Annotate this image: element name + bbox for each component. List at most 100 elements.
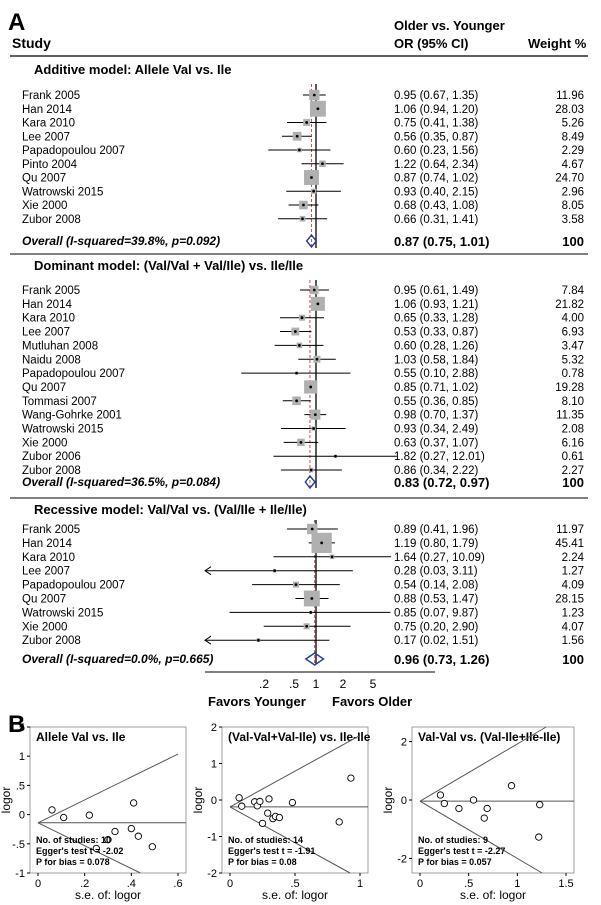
study-label: Lee 2007 [22, 327, 70, 339]
study-point [312, 189, 316, 193]
study-weight: 2.27 [562, 465, 584, 477]
study-point [535, 833, 543, 841]
funnel-note: Egger's test t = -2.27 [418, 846, 505, 856]
study-label: Mutluhan 2008 [22, 340, 98, 352]
study-point [312, 93, 316, 97]
y-tick-label: -2 [397, 853, 407, 865]
study-point [335, 818, 343, 826]
x-tick-label: .5 [290, 878, 299, 890]
study-point [48, 806, 56, 814]
study-label: Zubor 2008 [22, 214, 81, 226]
overall-label: Overall (I-squared=0.0%, p=0.665) [22, 652, 213, 666]
study-weight: 24.70 [555, 173, 584, 185]
study-weight: 4.09 [562, 580, 584, 592]
study-point [293, 330, 297, 333]
study-or-ci: 0.88 (0.53, 1.47) [394, 594, 479, 606]
study-weight: 7.84 [562, 285, 585, 297]
study-point [347, 774, 355, 782]
x-tick-label: 0 [35, 878, 41, 890]
funnel-title: Val-Val vs. (Val-Ile+Ile-Ile) [418, 730, 560, 744]
study-point [310, 527, 314, 531]
study-or-ci: 1.06 (0.93, 1.21) [394, 299, 479, 311]
study-weight: 11.97 [556, 524, 584, 536]
study-point [130, 799, 138, 807]
study-or-ci: 0.28 (0.03, 3.11) [394, 566, 478, 578]
y-tick-label: 0 [19, 810, 25, 822]
study-or-ci: 0.86 (0.34, 2.22) [394, 465, 479, 477]
study-or-ci: 0.65 (0.33, 1.28) [394, 313, 479, 325]
study-weight: 1.56 [562, 635, 584, 647]
study-point [297, 148, 301, 152]
x-tick-label: 1 [357, 878, 363, 890]
study-weight: 8.49 [562, 131, 584, 143]
x-tick-label: 0 [417, 878, 423, 890]
column-or-header-line2: OR (95% CI) [394, 36, 468, 51]
study-point [295, 399, 298, 403]
funnel-plot: Val-Val vs. (Val-Ile+Ile-Ile) -2 0 2 0 .5 1 1.5… [381, 726, 575, 902]
x-tick-label: .2 [80, 878, 89, 890]
study-point [85, 811, 93, 819]
study-label: Zubor 2006 [22, 451, 81, 463]
study-or-ci: 0.60 (0.28, 1.26) [394, 340, 479, 352]
x-axis-label: s.e. of: logor [75, 888, 141, 902]
study-point [440, 799, 448, 808]
study-label: Qu 2007 [22, 594, 66, 606]
study-weight: 0.78 [562, 368, 584, 380]
study-weight: 4.00 [562, 313, 584, 325]
funnel-plot: Allele Val vs. Ile -1 -.5 0 .5 1 1.5 0 .2 .4 .6 s.e… [0, 722, 187, 902]
study-point [483, 804, 491, 813]
funnel-note: No. of studies: 14 [228, 835, 303, 845]
study-point [316, 302, 320, 306]
study-or-ci: 0.63 (0.37, 1.07) [394, 437, 479, 449]
y-tick-label: 2 [401, 737, 407, 749]
study-or-ci: 0.87 (0.74, 1.02) [394, 173, 479, 185]
study-label: Han 2014 [22, 538, 72, 550]
study-point [300, 316, 304, 320]
study-weight: 1.27 [562, 566, 584, 578]
study-point [265, 795, 273, 803]
study-label: Papadopoulou 2007 [22, 145, 125, 157]
overall-or-ci: 0.96 (0.73, 1.26) [394, 652, 489, 667]
overall-weight: 100 [562, 234, 584, 249]
study-weight: 2.24 [562, 552, 585, 564]
panel-a-letter: A [8, 9, 25, 36]
study-point [238, 802, 246, 810]
study-point [313, 413, 317, 417]
study-point [60, 813, 68, 822]
study-weight: 8.05 [562, 200, 584, 212]
subgroup-title: Dominant model: (Val/Val + Val/Ile) vs. … [34, 258, 303, 273]
funnel-note: No. of studies: 9 [418, 835, 488, 845]
study-or-ci: 0.95 (0.67, 1.35) [394, 90, 479, 102]
study-weight: 6.16 [562, 437, 584, 449]
funnel-note: Egger's test t = -2.02 [36, 846, 123, 856]
study-label: Lee 2007 [22, 566, 70, 578]
x-tick-label: 0 [227, 878, 233, 890]
study-label: Papadopoulou 2007 [22, 368, 125, 380]
study-point [134, 832, 142, 840]
subgroup-title: Recessive model: Val/Val vs. (Val/Ile + … [34, 502, 307, 517]
x-tick-label: .5 [464, 878, 473, 890]
study-point [273, 569, 277, 573]
study-or-ci: 0.56 (0.35, 0.87) [394, 131, 479, 143]
study-point [288, 798, 297, 807]
study-point [257, 638, 260, 642]
overall-or-ci: 0.83 (0.72, 0.97) [394, 475, 489, 490]
study-or-ci: 0.54 (0.14, 2.08) [394, 580, 479, 592]
study-label: Frank 2005 [22, 524, 80, 536]
study-weight: 8.10 [562, 396, 584, 408]
x-tick-label: .4 [127, 878, 136, 890]
overall-weight: 100 [562, 652, 584, 667]
study-label: Wang-Gohrke 2001 [22, 410, 122, 422]
study-point [320, 541, 324, 545]
study-or-ci: 0.17 (0.02, 1.51) [394, 635, 479, 647]
study-label: Kara 2010 [22, 313, 75, 325]
study-label: Naidu 2008 [22, 354, 81, 366]
forest-plot: Additive model: Allele Val vs. Ile Frank … [10, 62, 588, 667]
study-weight: 28.03 [555, 104, 584, 116]
x-tick-label: 1 [514, 878, 520, 890]
forest-tick-label: .5 [289, 677, 299, 691]
y-tick-label: 0 [401, 795, 407, 807]
x-tick-label: 1.5 [558, 878, 573, 890]
funnel-frame [29, 726, 187, 874]
funnel-plots: Allele Val vs. Ile-1-.50.511.50.2.4.6s.e… [0, 722, 575, 902]
